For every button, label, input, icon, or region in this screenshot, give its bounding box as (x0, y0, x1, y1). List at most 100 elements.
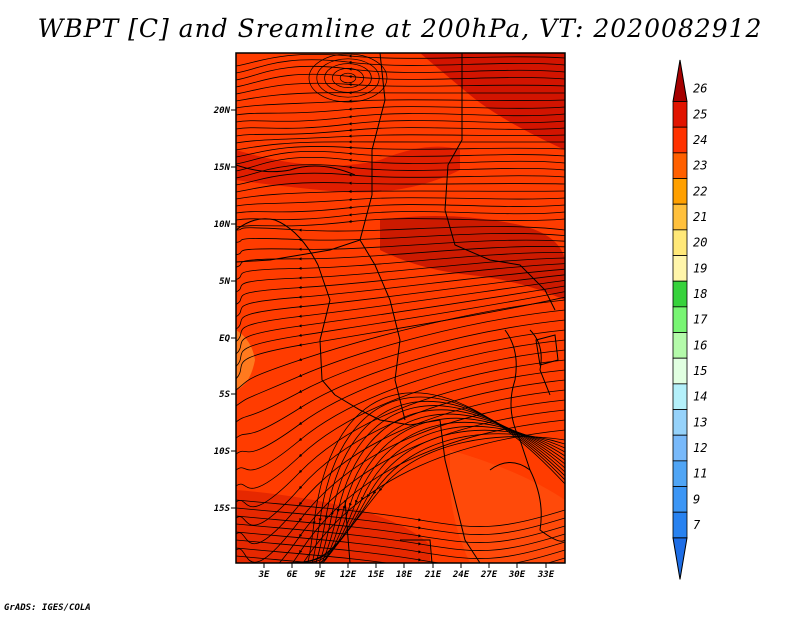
lat-tick-label: 10S (214, 447, 231, 457)
colorbar-label: 21 (693, 210, 707, 224)
lon-tick-label: 12E (340, 570, 357, 580)
streamline (236, 65, 565, 81)
streamline (236, 251, 565, 280)
streamline (291, 429, 565, 563)
streamline (236, 285, 565, 355)
colorbar-bin (672, 357, 688, 385)
streamline (236, 539, 565, 563)
streamline (236, 99, 565, 109)
streamline (236, 268, 565, 318)
vortex-ring (324, 63, 372, 93)
streamline (295, 433, 565, 563)
colorbar-label: 11 (693, 467, 707, 481)
colorbar-label: 12 (693, 441, 707, 455)
streamlines (236, 53, 565, 563)
colorbar-label: 15 (693, 364, 707, 378)
streamline (236, 555, 319, 563)
streamline (236, 507, 565, 535)
temperature-patch (236, 146, 460, 193)
temperature-patch (380, 216, 565, 300)
colorbar-label: 22 (693, 184, 707, 198)
streamline (236, 146, 565, 158)
streamline (236, 263, 565, 305)
lat-tick-label: 10N (214, 220, 231, 230)
colorbar-label: 23 (693, 159, 707, 173)
colorbar-label: 9 (693, 492, 700, 506)
lon-tick-label: 30E (508, 570, 526, 580)
streamline (236, 73, 565, 88)
lat-tick-label: 20N (213, 106, 231, 116)
lat-tick-label: 5N (219, 277, 230, 287)
country-borders (236, 53, 565, 563)
streamline (236, 53, 565, 67)
temperature-patch (420, 53, 565, 150)
lat-tick-label: EQ (219, 334, 230, 344)
streamline (236, 369, 565, 508)
streamline (236, 226, 565, 232)
streamline (236, 547, 565, 563)
streamline (255, 392, 565, 563)
lat-tick-label: 15S (214, 504, 231, 514)
longitude-axis: 3E 6E 9E 12E 15E 18E 21E 24E 27E 30E 33E (258, 563, 555, 580)
lon-tick-label: 18E (396, 570, 413, 580)
colorbar-bin (672, 126, 688, 154)
streamline (263, 400, 565, 563)
lat-tick-label: 5S (219, 390, 230, 400)
colorbar-label: 7 (693, 518, 701, 532)
streamline (236, 280, 565, 342)
colorbar-bin (672, 229, 688, 256)
lon-tick-label: 15E (368, 570, 385, 580)
lon-tick-label: 3E (258, 570, 270, 580)
streamline (236, 204, 565, 214)
streamline (236, 359, 565, 489)
colorbar-label: 26 (693, 82, 707, 96)
colorbar-bin (672, 332, 688, 359)
lon-tick-label: 21E (424, 570, 442, 580)
streamline (236, 309, 565, 407)
streamline (271, 409, 565, 563)
streamline (236, 106, 565, 116)
streamline (236, 296, 565, 380)
colorbar-label: 17 (693, 313, 708, 327)
colorbar-bin (672, 486, 688, 513)
vortex-ring (308, 53, 388, 103)
colorbar-bin (672, 383, 688, 410)
streamline (236, 531, 565, 559)
streamline (236, 82, 565, 95)
colorbar-label: 19 (693, 261, 707, 275)
streamline (236, 515, 565, 543)
lat-tick-label: 15N (214, 163, 231, 173)
streamline (275, 413, 565, 563)
colorbar-bin (672, 409, 688, 436)
colorbar-bin (672, 178, 688, 205)
streamline (236, 134, 565, 144)
colorbar-top-arrow (672, 59, 688, 103)
colorbar-bin (672, 434, 688, 462)
streamline (236, 239, 565, 256)
streamline (236, 189, 565, 200)
colorbar-bin (672, 511, 688, 539)
credit-label: GrADS: IGES/COLA (4, 603, 91, 613)
streamline (279, 417, 565, 563)
lon-tick-label: 33E (537, 570, 555, 580)
streamline (236, 91, 565, 102)
streamline (236, 246, 565, 268)
colorbar-label: 25 (693, 107, 707, 121)
lon-tick-label: 27E (480, 570, 498, 580)
streamline (287, 426, 565, 563)
colorbar-label: 16 (693, 338, 707, 352)
colorbar-bottom-arrow (672, 537, 688, 580)
streamline (267, 405, 565, 563)
streamline (236, 197, 565, 207)
colorbar-bin (672, 101, 688, 128)
streamline (236, 59, 565, 74)
streamline (236, 499, 565, 527)
map-frame (235, 52, 566, 564)
colorbar-bin (672, 255, 688, 282)
colorbar: 26 25 24 23 22 21 20 19 18 17 16 15 14 13 12 11 9 7 (672, 59, 708, 580)
streamline (236, 181, 565, 193)
streamline (283, 422, 565, 563)
streamline (236, 349, 565, 471)
latitude-axis: 20N 15N 10N 5N EQ 5S 10S 15S (213, 106, 236, 514)
